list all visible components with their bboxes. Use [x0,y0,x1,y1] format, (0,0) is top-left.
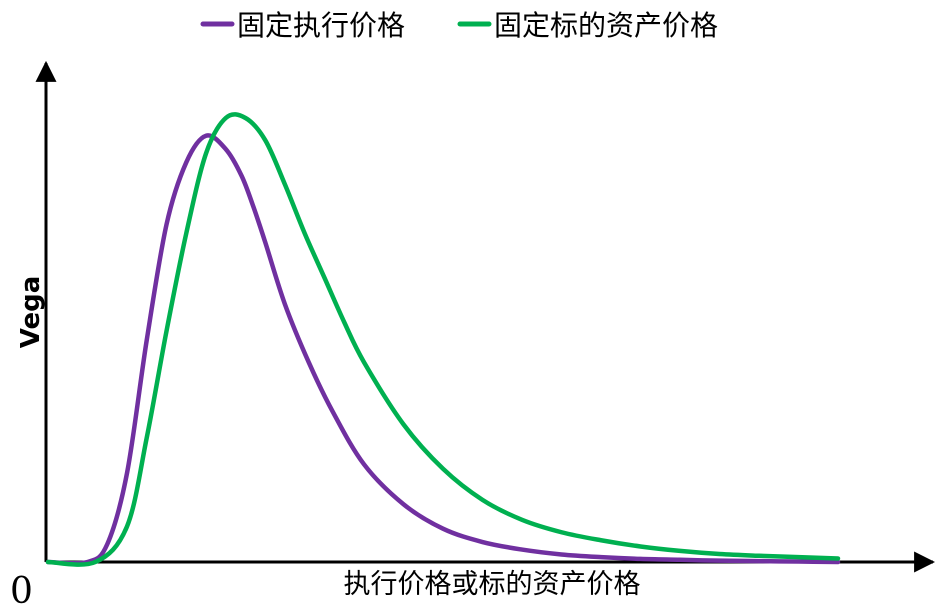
series-line-fixed-strike [45,133,841,566]
series-line-fixed-underlying [45,112,841,567]
series-layer [45,112,841,567]
x-axis-label: 执行价格或标的资产价格 [344,569,641,600]
origin-label: 0 [10,571,33,605]
legend-label-series-0: 固定执行价格 [237,9,405,42]
legend-label-series-1: 固定标的资产价格 [494,9,718,42]
legend: 固定执行价格 固定标的资产价格 [200,9,718,42]
y-axis-label: Vega [16,276,46,349]
